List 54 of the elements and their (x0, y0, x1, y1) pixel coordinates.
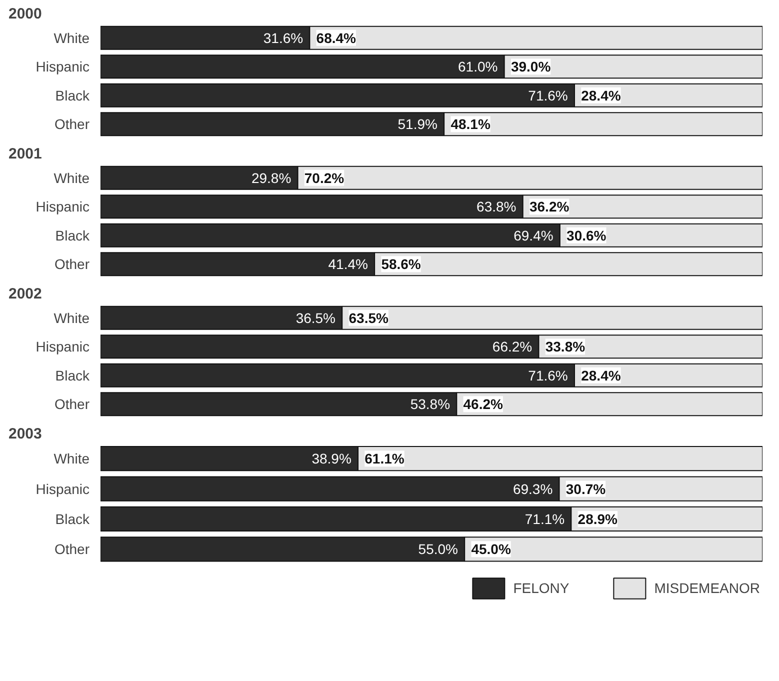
y-tick-label: Black (55, 510, 90, 527)
data-label: 45.0% (471, 541, 512, 558)
data-label: 39.0% (510, 58, 552, 75)
data-label: 71.1% (524, 510, 565, 527)
data-label: 48.1% (450, 116, 491, 132)
data-label: 30.7% (566, 480, 606, 497)
data-label: 70.2% (304, 170, 345, 186)
data-label: 53.8% (410, 396, 450, 412)
data-label: 28.4% (581, 367, 622, 384)
y-tick-label: Hispanic (36, 198, 90, 215)
data-label: 46.2% (463, 396, 504, 412)
data-label: 58.6% (381, 256, 422, 272)
data-label: 68.4% (316, 30, 357, 46)
data-label: 51.9% (398, 116, 438, 132)
data-label: 61.1% (364, 450, 405, 467)
data-label: 28.9% (578, 510, 618, 527)
y-tick-label: Hispanic (36, 338, 90, 355)
data-label: 71.6% (528, 367, 568, 384)
data-label: 28.4% (581, 87, 622, 104)
chart-title: 2002 (8, 286, 42, 302)
y-tick-label: Black (55, 367, 90, 384)
data-label: 36.5% (296, 310, 336, 326)
y-tick-label: White (54, 450, 90, 467)
data-label: 30.6% (566, 227, 607, 244)
data-label: 29.8% (251, 170, 292, 186)
data-label: 31.6% (263, 30, 304, 46)
chart-title: 2003 (8, 426, 42, 442)
y-tick-label: White (54, 170, 90, 186)
y-tick-label: White (54, 310, 90, 326)
chart-title: 2000 (8, 6, 42, 22)
data-label: 69.3% (512, 480, 553, 497)
data-label: 33.8% (545, 338, 586, 355)
data-label: 71.6% (528, 87, 568, 104)
data-label: 38.9% (312, 450, 352, 467)
y-tick-label: Other (54, 541, 90, 558)
y-tick-label: Other (54, 116, 90, 132)
y-tick-label: White (54, 30, 90, 46)
y-tick-label: Hispanic (36, 480, 90, 497)
y-tick-label: Black (55, 87, 90, 104)
y-tick-label: Other (54, 256, 90, 272)
data-label: 61.0% (458, 58, 498, 75)
legend-label: FELONY (513, 580, 570, 596)
data-label: 66.2% (492, 338, 532, 355)
data-label: 36.2% (529, 198, 570, 215)
y-tick-label: Black (55, 227, 90, 244)
y-tick-label: Other (54, 396, 90, 412)
data-label: 63.8% (476, 198, 516, 215)
legend-label: MISDEMEANOR (654, 580, 760, 596)
data-label: 63.5% (348, 310, 389, 326)
chart-title: 2001 (8, 146, 42, 162)
data-label: 55.0% (418, 541, 458, 558)
data-label: 41.4% (328, 256, 368, 272)
data-label: 69.4% (514, 227, 554, 244)
y-tick-label: Hispanic (36, 58, 90, 75)
